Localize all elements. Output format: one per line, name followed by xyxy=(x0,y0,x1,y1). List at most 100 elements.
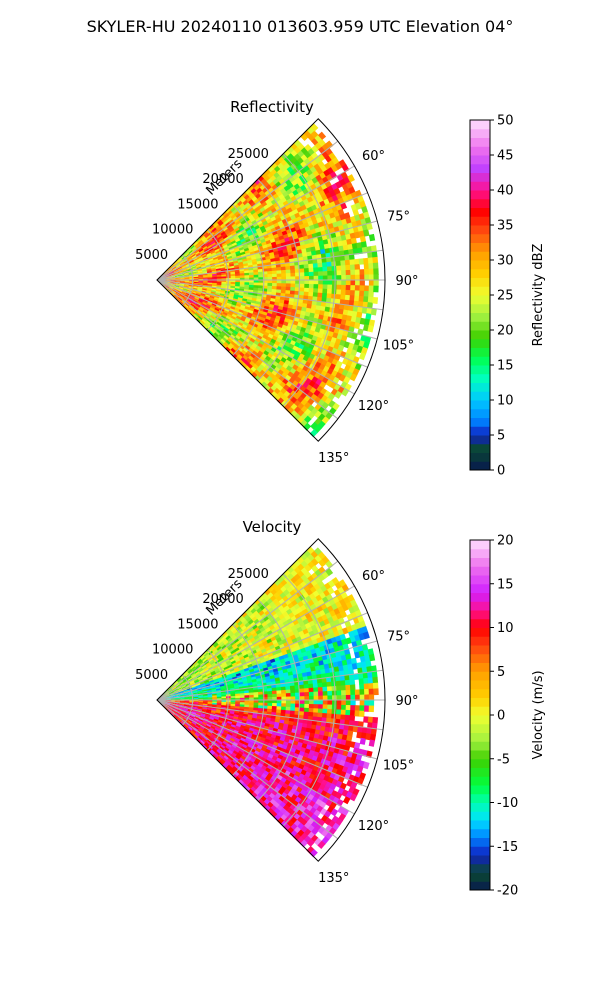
radar-gate xyxy=(165,282,171,285)
radar-gate xyxy=(168,287,173,292)
radar-gate xyxy=(170,292,175,297)
radar-gate xyxy=(214,263,221,267)
radar-gate xyxy=(244,226,251,232)
radar-gate xyxy=(227,233,234,239)
radar-gate xyxy=(174,283,181,286)
radar-gate xyxy=(215,330,221,337)
radar-gate xyxy=(266,288,273,293)
radar-gate xyxy=(203,316,209,322)
radar-gate xyxy=(283,255,290,261)
radar-gate xyxy=(221,272,227,276)
radar-gate xyxy=(192,267,198,270)
radar-gate xyxy=(165,273,171,277)
radar-gate xyxy=(165,283,171,287)
radar-gate xyxy=(243,321,250,327)
radar-gate xyxy=(230,250,236,255)
radar-gate xyxy=(276,270,282,275)
radar-gate xyxy=(212,255,218,259)
radar-gate xyxy=(196,292,202,296)
radar-gate xyxy=(185,302,191,307)
radar-gate xyxy=(206,234,212,240)
radar-gate xyxy=(203,277,209,279)
radar-gate xyxy=(210,305,216,310)
radar-gate xyxy=(177,257,182,262)
radar-gate xyxy=(178,286,185,289)
radar-gate xyxy=(238,309,245,314)
radar-gate xyxy=(233,246,240,251)
radar-gate xyxy=(201,244,207,249)
radar-gate xyxy=(223,319,230,324)
radar-gate xyxy=(301,306,308,313)
radar-gate xyxy=(240,326,247,332)
radar-gate xyxy=(171,264,176,269)
radar-gate xyxy=(179,253,185,258)
radar-gate xyxy=(197,308,204,314)
radar-gate xyxy=(221,242,228,247)
radar-gate xyxy=(253,269,259,273)
radar-gate xyxy=(368,268,375,276)
radar-gate xyxy=(244,270,250,274)
radar-gate xyxy=(164,271,170,276)
radar-gate xyxy=(231,313,238,319)
radar-gate xyxy=(350,269,356,276)
radar-gate xyxy=(214,248,221,253)
radar-gate xyxy=(223,309,230,315)
radar-gate xyxy=(239,280,246,283)
radar-gate xyxy=(235,252,242,257)
radar-gate xyxy=(303,260,309,266)
radar-gate xyxy=(210,291,217,295)
radar-gate xyxy=(204,261,211,265)
radar-gate xyxy=(226,331,233,337)
radar-gate xyxy=(241,315,247,320)
radar-gate xyxy=(214,307,220,312)
radar-gate xyxy=(288,300,295,306)
radar-gate xyxy=(182,268,189,271)
radar-gate xyxy=(303,291,310,297)
radar-gate xyxy=(301,248,308,254)
radar-gate xyxy=(191,308,197,314)
radar-gate xyxy=(216,283,223,286)
radar-gate xyxy=(245,317,252,322)
radar-gate xyxy=(212,310,219,316)
radar-gate xyxy=(175,282,181,285)
radar-gate xyxy=(213,309,220,314)
radar-gate xyxy=(299,700,306,705)
radar-gate xyxy=(287,251,294,257)
radar-gate xyxy=(183,258,189,263)
radar-gate xyxy=(210,329,216,335)
radar-gate xyxy=(226,323,233,329)
radar-gate xyxy=(179,274,185,276)
radar-gate xyxy=(175,293,181,297)
radar-gate xyxy=(221,281,227,284)
radar-gate xyxy=(341,270,347,276)
radar-gate xyxy=(296,249,303,255)
radar-gate xyxy=(203,232,209,238)
radar-gate xyxy=(224,228,230,234)
azimuth-tick-label: 135° xyxy=(318,451,349,466)
radar-gate xyxy=(301,252,308,258)
radar-gate xyxy=(209,259,215,264)
radar-gate xyxy=(187,266,193,270)
radar-gate xyxy=(181,300,187,305)
radar-gate xyxy=(299,283,305,289)
radar-gate xyxy=(290,286,296,292)
radar-gate xyxy=(194,250,201,256)
radar-gate xyxy=(270,258,276,263)
radar-gate xyxy=(297,253,304,259)
radar-gate xyxy=(170,283,176,286)
radar-gate xyxy=(265,255,271,261)
radar-gate xyxy=(179,260,185,265)
radar-gate xyxy=(336,280,342,286)
radar-gate xyxy=(198,239,204,245)
radar-gate xyxy=(169,285,175,289)
radar-gate xyxy=(201,318,207,324)
radar-gate xyxy=(178,270,184,273)
radar-gate xyxy=(212,245,219,250)
radar-gate xyxy=(205,305,211,310)
range-tick-label: 5000 xyxy=(135,248,168,263)
radar-gate xyxy=(215,290,222,294)
radar-gate xyxy=(205,251,211,256)
radar-gate xyxy=(218,296,225,301)
radar-gate xyxy=(223,246,230,251)
radar-gate xyxy=(165,275,171,278)
